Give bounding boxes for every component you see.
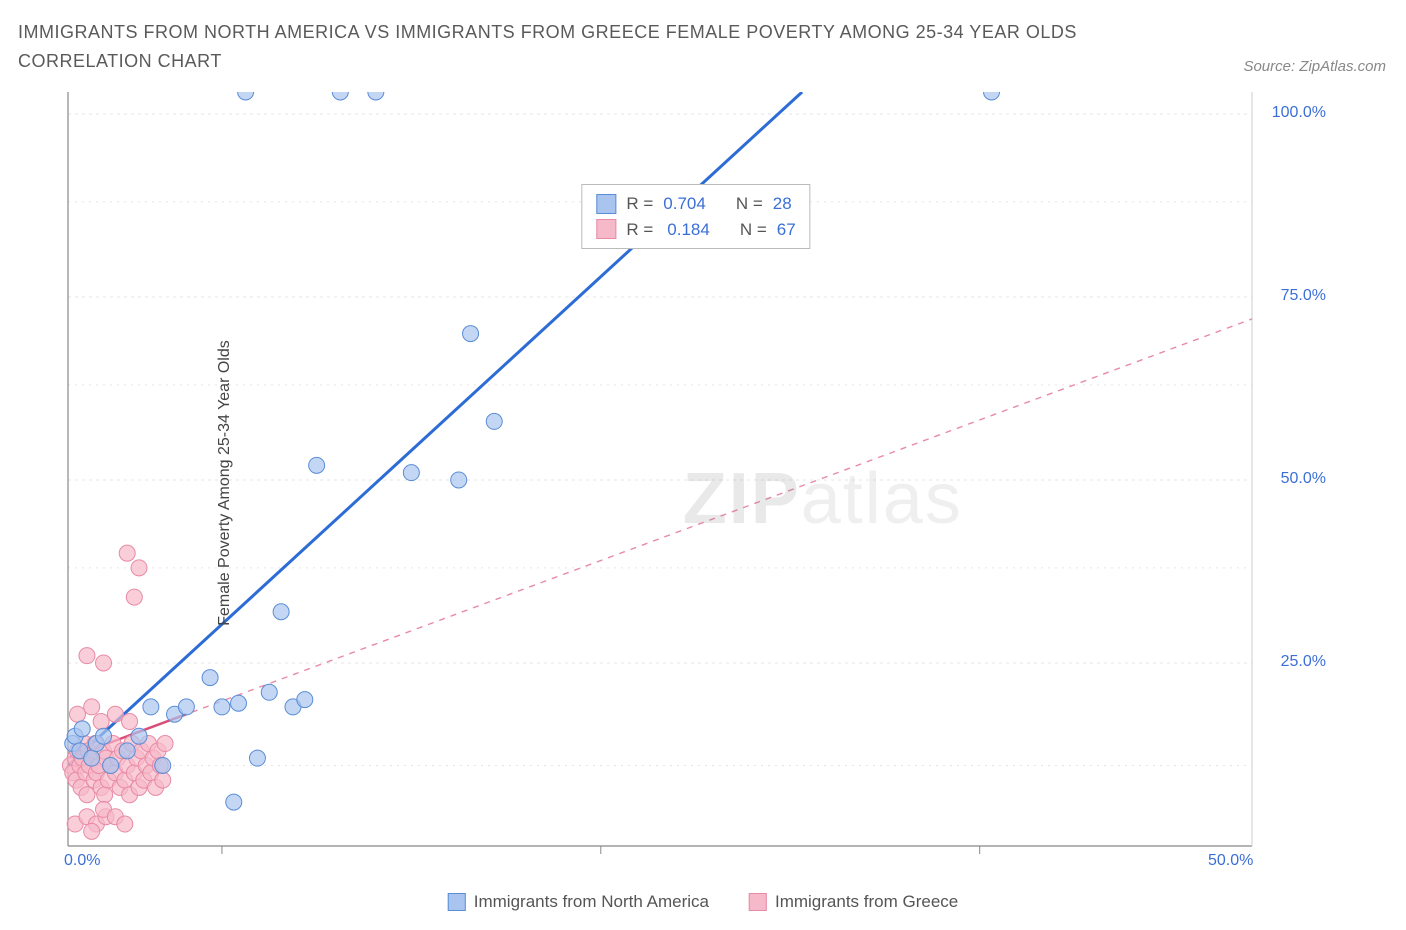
plot-area: Female Poverty Among 25-34 Year Olds ZIP… — [62, 92, 1330, 874]
series-legend-item-gr: Immigrants from Greece — [749, 892, 958, 912]
y-axis-label: Female Poverty Among 25-34 Year Olds — [216, 340, 234, 626]
r-value-na: 0.704 — [663, 191, 706, 217]
swatch-gr-icon — [596, 219, 616, 239]
swatch-na-icon — [596, 194, 616, 214]
source-attribution: Source: ZipAtlas.com — [1243, 58, 1386, 75]
n-label: N = — [740, 217, 767, 243]
correlation-legend-box: R = 0.704 N = 28 R = 0.184 N = 67 — [581, 184, 810, 249]
swatch-na-icon — [448, 893, 466, 911]
r-label: R = — [626, 191, 653, 217]
chart-title: IMMIGRANTS FROM NORTH AMERICA VS IMMIGRA… — [18, 18, 1128, 76]
series-legend-label-gr: Immigrants from Greece — [775, 892, 958, 912]
r-value-gr: 0.184 — [663, 217, 710, 243]
n-value-gr: 67 — [777, 217, 796, 243]
r-label: R = — [626, 217, 653, 243]
series-legend-label-na: Immigrants from North America — [474, 892, 709, 912]
correlation-legend-row-gr: R = 0.184 N = 67 — [596, 217, 795, 243]
series-legend: Immigrants from North America Immigrants… — [448, 892, 959, 912]
swatch-gr-icon — [749, 893, 767, 911]
correlation-legend-row-na: R = 0.704 N = 28 — [596, 191, 795, 217]
n-value-na: 28 — [773, 191, 792, 217]
n-label: N = — [736, 191, 763, 217]
series-legend-item-na: Immigrants from North America — [448, 892, 709, 912]
